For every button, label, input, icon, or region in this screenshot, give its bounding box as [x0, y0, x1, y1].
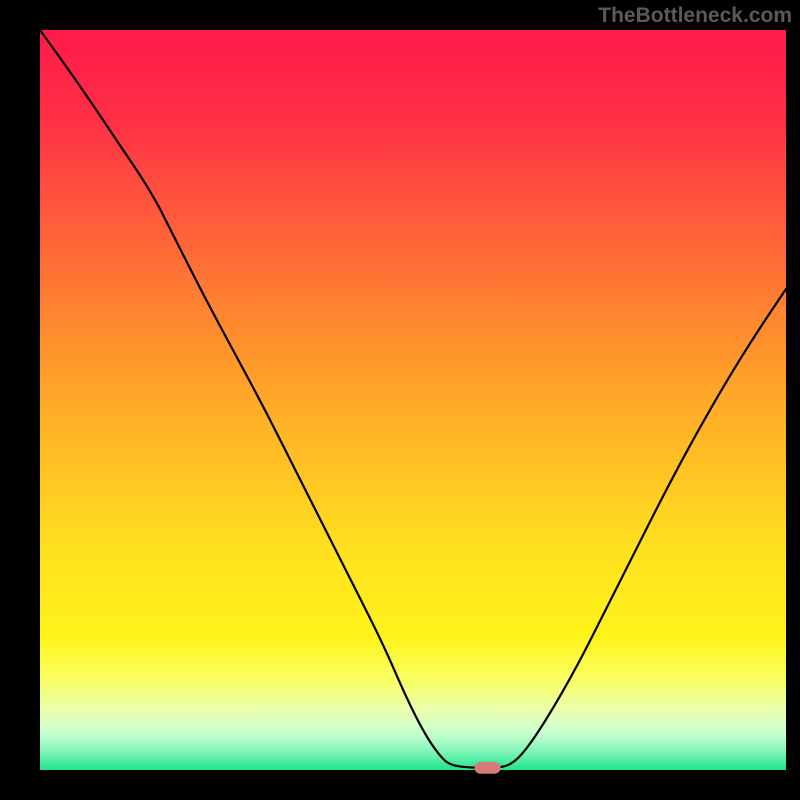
bottleneck-chart [0, 0, 800, 800]
plot-background [40, 30, 786, 770]
minimum-marker [475, 762, 501, 774]
watermark-text: TheBottleneck.com [598, 4, 792, 28]
